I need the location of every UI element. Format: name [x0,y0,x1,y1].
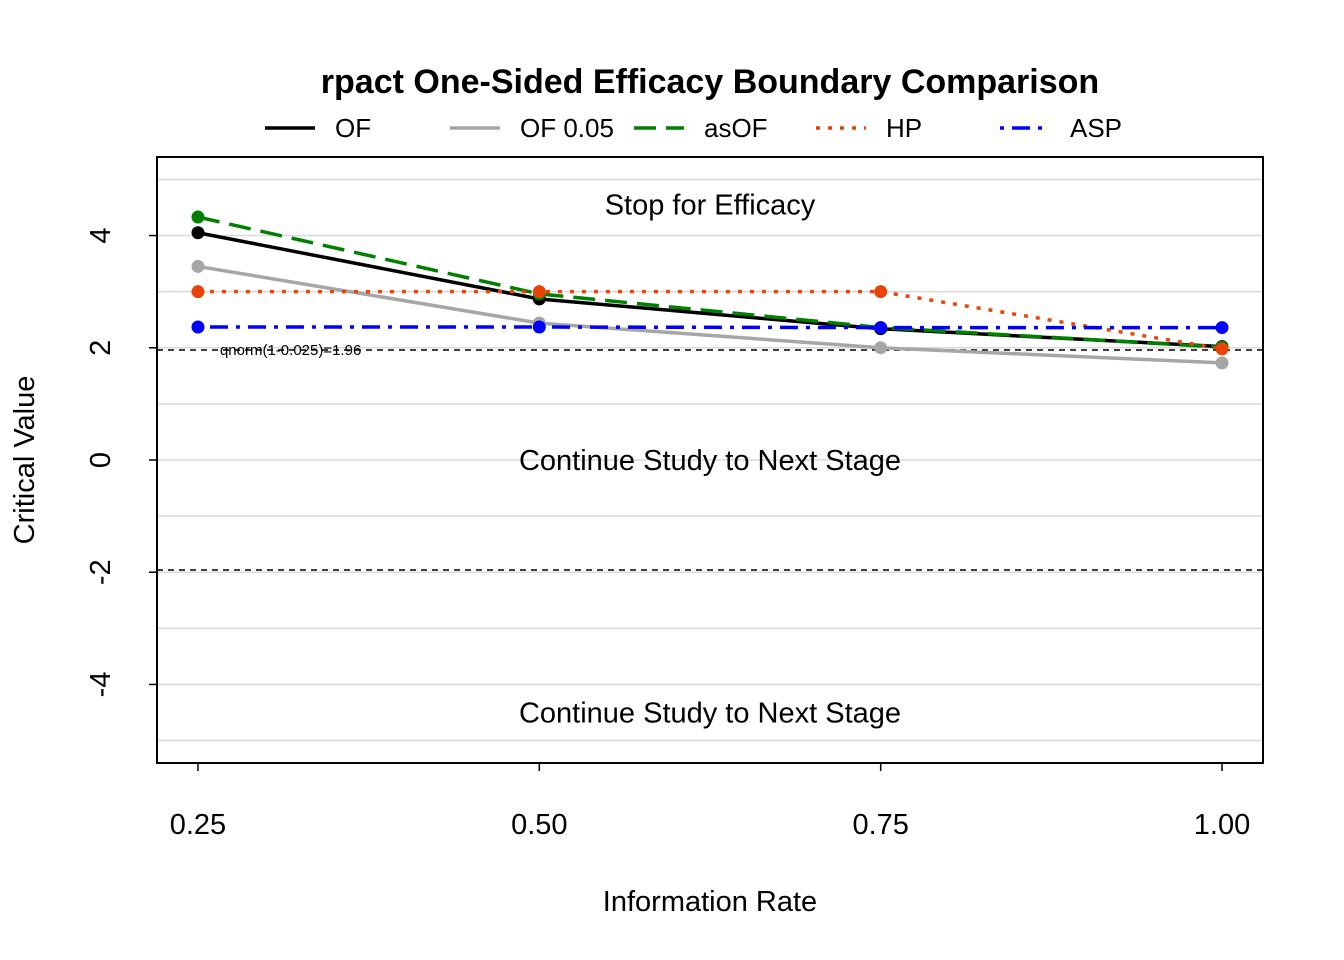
y-tick-label: 2 [85,340,117,356]
data-point-hp [1215,342,1229,356]
x-tick-label: 0.50 [511,809,567,841]
series-line-hp [197,289,1223,351]
x-tick-label: 1.00 [1194,809,1250,841]
series-points [191,210,1229,370]
series-line-of [197,231,1223,349]
reference-line-label: qnorm(1-0.025)=1.96 [220,342,361,359]
y-tick-label: 4 [85,227,117,243]
data-point-asp [874,321,888,335]
legend: OF OF 0.05 asOF HP ASP [265,113,1122,143]
series-line-asof [197,215,1223,349]
legend-label: OF [335,113,371,143]
x-tick-label: 0.75 [852,809,908,841]
annotation-text: Continue Study to Next Stage [519,445,901,477]
data-point-asof [191,210,205,224]
y-tick-label: -2 [85,559,117,585]
data-point-hp [874,285,888,299]
x-axis-label: Information Rate [603,886,817,918]
chart-title: rpact One-Sided Efficacy Boundary Compar… [321,63,1099,101]
y-axis: -4 -2 0 2 4 [85,227,157,697]
y-tick-label: 0 [85,452,117,468]
annotations: Stop for Efficacy Continue Study to Next … [519,190,901,730]
y-axis-label: Critical Value [9,376,41,545]
legend-label: asOF [704,113,768,143]
data-point-hp [532,285,546,299]
x-axis: 0.25 0.50 0.75 1.00 [170,763,1250,841]
x-tick-label: 0.25 [170,809,226,841]
series-line-asp [197,325,1223,330]
data-point-of-0-05 [1215,356,1229,370]
data-point-asp [532,320,546,334]
annotation-text: Stop for Efficacy [605,190,816,222]
data-point-of-0-05 [191,259,205,273]
data-point-asp [191,320,205,334]
series-lines [197,215,1223,365]
legend-label: OF 0.05 [520,113,614,143]
reference-lines: qnorm(1-0.025)=1.96 [157,342,1263,571]
grid-lines [157,178,1263,742]
legend-label: HP [886,113,922,143]
series-line-of-0-05 [197,264,1223,365]
data-point-of-0-05 [874,341,888,355]
annotation-text: Continue Study to Next Stage [519,698,901,730]
data-point-asp [1215,321,1229,335]
y-tick-label: -4 [85,672,117,698]
data-point-hp [191,285,205,299]
legend-label: ASP [1070,113,1122,143]
data-point-of [191,226,205,240]
